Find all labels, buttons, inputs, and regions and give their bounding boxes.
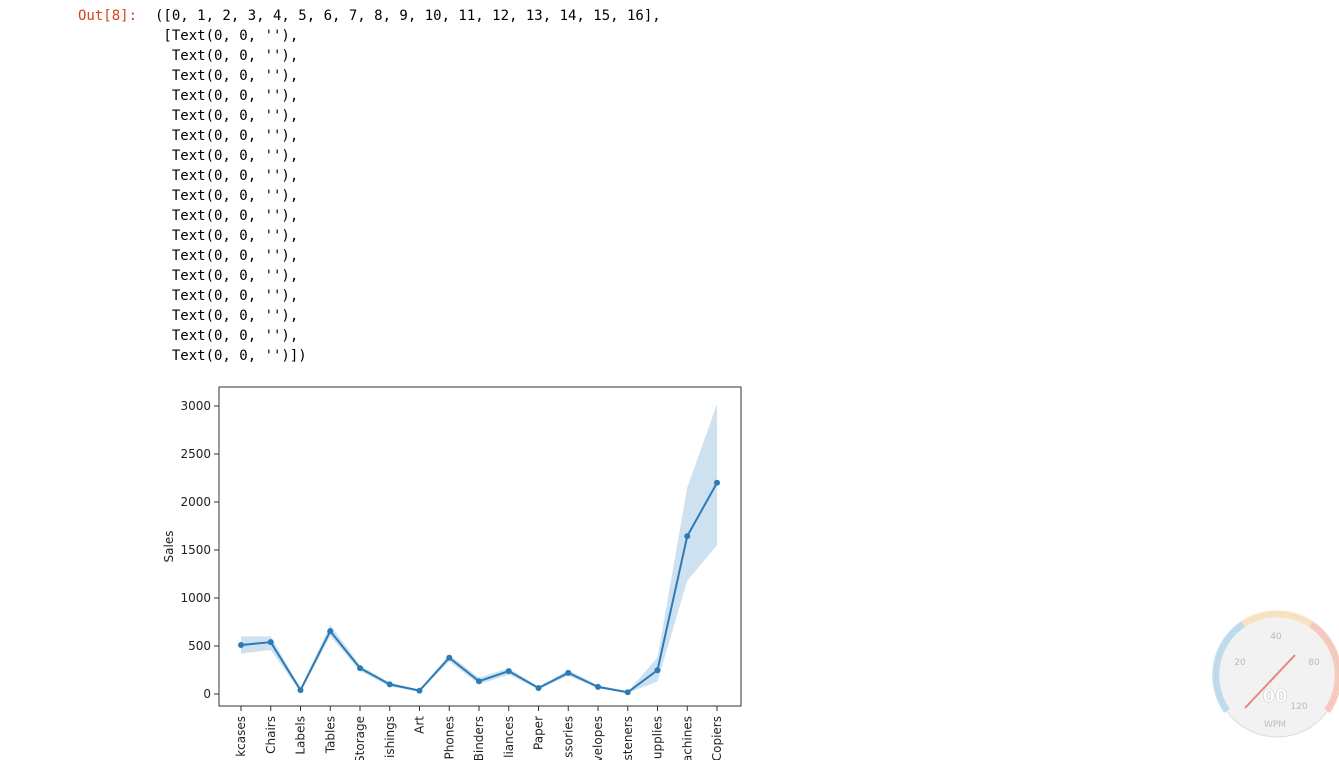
gauge-label: 80 (1308, 658, 1320, 668)
point (357, 665, 363, 672)
plot-frame (218, 386, 742, 707)
x-tick-label: Storage (353, 716, 367, 760)
output-line: Text(0, 0, ''), (155, 248, 299, 264)
output-text: ([0, 1, 2, 3, 4, 5, 6, 7, 8, 9, 10, 11, … (155, 6, 661, 366)
output-line: ([0, 1, 2, 3, 4, 5, 6, 7, 8, 9, 10, 11, … (155, 8, 661, 24)
y-tick-label: 2000 (180, 495, 211, 509)
output-line: Text(0, 0, ''), (155, 88, 299, 104)
point (297, 687, 304, 694)
gauge-label: 20 (1234, 658, 1246, 668)
output-line: Text(0, 0, ''), (155, 108, 299, 124)
y-tick-label: 0 (203, 687, 211, 701)
chart: 0 500 1000 1500 2000 2500 3000 Sales kcases Chair… (162, 386, 742, 760)
x-tick-label: Paper (532, 716, 546, 750)
gauge-arc-low (1212, 621, 1246, 714)
x-tick-label: velopes (591, 716, 605, 760)
x-tick-label: steners (621, 716, 635, 760)
x-tick-label: kcases (234, 716, 248, 757)
x-tick-label: achines (680, 716, 694, 760)
point (327, 628, 334, 635)
output-line: Text(0, 0, ''), (155, 148, 299, 164)
output-line: Text(0, 0, ''), (155, 128, 299, 144)
point (386, 681, 393, 688)
gauge-label: 40 (1270, 632, 1282, 642)
output-line: Text(0, 0, ''), (155, 328, 299, 344)
output-line: Text(0, 0, ''), (155, 188, 299, 204)
point (446, 654, 453, 661)
point (684, 533, 691, 540)
line (240, 482, 718, 694)
gauge-needle (1244, 654, 1296, 709)
point (714, 479, 720, 486)
point (565, 669, 572, 676)
output-line: Text(0, 0, ''), (155, 48, 299, 64)
point (416, 687, 423, 694)
output-line: Text(0, 0, ''), (155, 228, 299, 244)
y-tick-label: 3000 (180, 399, 211, 413)
x-tick-label: Binders (472, 716, 486, 760)
y-tick-label: 2500 (180, 447, 211, 461)
output-prompt: Out[8]: (78, 8, 138, 24)
output-line: Text(0, 0, ''), (155, 268, 299, 284)
x-tick-label: Art (413, 716, 427, 734)
point (654, 667, 661, 674)
confidence-band (241, 404, 717, 694)
gauge-arc-high (1308, 621, 1339, 714)
output-line: Text(0, 0, ''), (155, 168, 299, 184)
x-tick-label: ishings (383, 716, 397, 758)
output-line: Text(0, 0, ''), (155, 68, 299, 84)
y-tick-label: 1000 (180, 591, 211, 605)
gauge-arc-mid (1241, 610, 1313, 627)
x-tick-label: Tables (323, 716, 337, 754)
x-tick-label: Copiers (710, 716, 724, 760)
point (535, 685, 542, 692)
output-line: [Text(0, 0, ''), (155, 28, 299, 44)
point (505, 668, 512, 675)
point (476, 678, 482, 685)
gauge-label: 120 (1290, 702, 1307, 712)
y-tick-label: 500 (188, 639, 211, 653)
x-tick-label: Phones (442, 716, 456, 759)
gauge-unit: WPM (1264, 720, 1286, 730)
point (238, 642, 244, 649)
y-tick-label: 1500 (180, 543, 211, 557)
point (595, 683, 601, 690)
output-line: Text(0, 0, ''), (155, 308, 299, 324)
x-tick-label: Labels (294, 716, 308, 755)
x-tick-label: liances (502, 716, 516, 758)
x-tick-label: upplies (651, 716, 665, 759)
output-line: Text(0, 0, ''), (155, 288, 299, 304)
x-tick-label: Chairs (264, 716, 278, 754)
gauge-value: 00 (1262, 686, 1287, 707)
output-line: Text(0, 0, ''), (155, 208, 299, 224)
point (624, 689, 631, 696)
y-axis-label: Sales (162, 531, 176, 563)
wpm-gauge: 40 20 80 120 00 WPM (1212, 610, 1339, 738)
x-tick-label: ssories (561, 716, 575, 758)
point (267, 639, 274, 646)
output-line: Text(0, 0, '')]) (155, 348, 307, 364)
